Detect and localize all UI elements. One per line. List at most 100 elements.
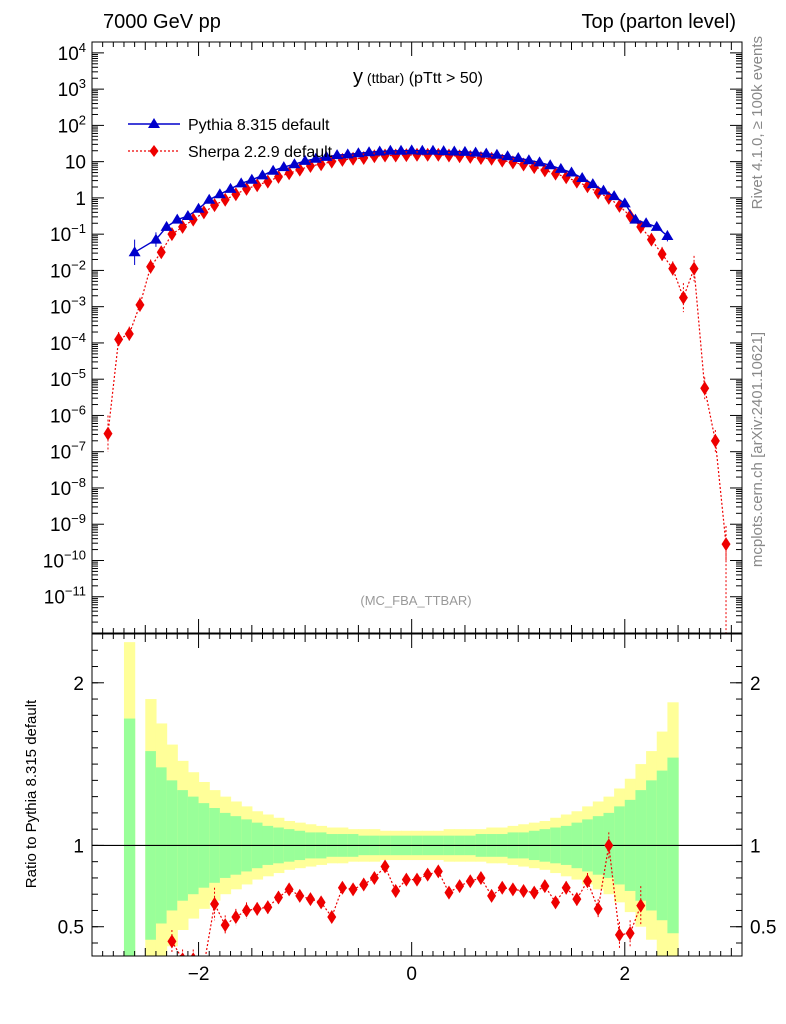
- ratio-data-point: [465, 874, 475, 889]
- ratio-data-point: [369, 870, 379, 885]
- y-tick-label-base: 10: [50, 261, 71, 282]
- header-right: Top (parton level): [581, 11, 736, 33]
- y-tick-label-exponent: −4: [71, 330, 86, 345]
- y-tick-label-exponent: −8: [71, 475, 86, 490]
- y-tick-label-base: 10: [50, 443, 71, 464]
- y-tick-label-exponent: −7: [71, 439, 86, 454]
- ratio-plot-panel: −2 0 2 0.5 0.5 1 1 2 2 Ratio to Pythia 8.315 def…: [23, 633, 776, 985]
- x-tick-label: 2: [619, 964, 630, 985]
- ratio-y-tick-label: 1: [73, 836, 84, 857]
- legend-pythia-marker: [148, 118, 160, 128]
- ratio-data-point: [593, 901, 603, 916]
- legend-pythia-label: Pythia 8.315 default: [188, 117, 330, 134]
- pythia-data-point: [192, 202, 205, 213]
- ratio-data-point: [180, 952, 185, 956]
- y-tick-label: 10−11: [44, 584, 86, 609]
- sherpa-data-point: [103, 426, 113, 441]
- ratio-data-point: [540, 879, 550, 894]
- ratio-data-point: [508, 882, 518, 897]
- ratio-series-line: [171, 845, 642, 956]
- pythia-data-point: [426, 144, 439, 155]
- y-tick-label-exponent: 3: [79, 76, 86, 91]
- y-tick-label: 10−6: [50, 402, 86, 427]
- y-tick-label-exponent: −10: [64, 547, 86, 562]
- ratio-data-point: [582, 874, 592, 889]
- pythia-data-point: [448, 145, 461, 156]
- ratio-data-point: [190, 952, 196, 956]
- y-tick-label-base: 10: [43, 551, 64, 572]
- x-tick-label: 0: [406, 964, 417, 985]
- ratio-data-point: [263, 900, 273, 915]
- plot-title-cut: (pTtt > 50): [404, 70, 483, 87]
- ratio-data-point: [305, 892, 315, 907]
- y-tick-label: 102: [58, 112, 86, 137]
- sherpa-data-point: [700, 381, 710, 396]
- ratio-data-point: [476, 870, 486, 885]
- ratio-y-tick-label-right: 0.5: [750, 918, 776, 939]
- y-tick-label-base: 10: [50, 370, 71, 391]
- sherpa-data-point: [668, 261, 678, 276]
- y-tick-label-base: 10: [50, 406, 71, 427]
- ratio-y-tick-label: 0.5: [58, 918, 84, 939]
- pythia-data-point: [256, 169, 269, 180]
- ratio-data-point: [348, 882, 358, 897]
- ratio-data-point: [455, 879, 465, 894]
- pythia-data-point: [128, 246, 141, 257]
- sherpa-data-point: [156, 245, 166, 260]
- ratio-data-point: [231, 909, 241, 924]
- pythia-data-point: [554, 162, 567, 173]
- pythia-data-point: [149, 233, 162, 244]
- sherpa-data-point: [678, 290, 688, 305]
- ratio-data-point: [401, 872, 411, 887]
- pythia-data-point: [490, 148, 503, 159]
- y-tick-label: 10−7: [50, 439, 86, 464]
- pythia-data-point: [650, 220, 663, 231]
- ratio-data-point: [284, 882, 294, 897]
- y-tick-label-exponent: −9: [71, 511, 86, 526]
- sherpa-data-point: [646, 232, 656, 247]
- pythia-data-point: [299, 154, 312, 165]
- pythia-data-point: [373, 145, 386, 156]
- ratio-data-point: [529, 885, 539, 900]
- y-tick-label-base: 10: [44, 588, 65, 609]
- pythia-data-point: [661, 229, 674, 240]
- pythia-data-point: [224, 182, 237, 193]
- sherpa-data-point: [114, 332, 124, 347]
- pythia-data-point: [522, 154, 535, 165]
- pythia-data-point: [277, 161, 290, 172]
- pythia-data-point: [640, 217, 653, 228]
- ratio-y-tick-label: 2: [73, 674, 84, 695]
- ratio-data-point: [572, 892, 582, 907]
- sherpa-data-point: [689, 261, 699, 276]
- analysis-watermark: (MC_FBA_TTBAR): [360, 593, 471, 608]
- pythia-data-point: [533, 156, 546, 167]
- ratio-data-point: [625, 926, 635, 941]
- ratio-data-point: [295, 888, 305, 903]
- ratio-data-point: [359, 877, 369, 892]
- ratio-data-point: [614, 927, 624, 942]
- pythia-data-point: [565, 166, 578, 177]
- x-tick-label: −2: [188, 964, 210, 985]
- ratio-data-point: [423, 867, 433, 882]
- pythia-data-point: [363, 146, 376, 157]
- sherpa-data-point: [135, 297, 145, 312]
- legend-sherpa-marker: [149, 145, 159, 157]
- ratio-data-point: [636, 898, 646, 913]
- pythia-data-point: [309, 152, 322, 163]
- y-tick-label-base: 10: [50, 225, 71, 246]
- ratio-y-tick-label-right: 2: [750, 674, 761, 695]
- ratio-data-point: [252, 901, 262, 916]
- mcplots-label: mcplots.cern.ch [arXiv:2401.10621]: [749, 332, 766, 567]
- ratio-data-point: [604, 838, 614, 853]
- pythia-data-point: [320, 150, 333, 161]
- pythia-data-point: [405, 144, 418, 155]
- y-tick-label-base: 10: [50, 479, 71, 500]
- y-tick-label: 10−8: [50, 475, 86, 500]
- pythia-data-point: [458, 145, 471, 156]
- ratio-data-point: [380, 859, 390, 874]
- pythia-data-point: [181, 210, 194, 221]
- sherpa-data-point: [614, 198, 624, 213]
- y-tick-label: 10−2: [50, 257, 86, 282]
- sherpa-data-point: [710, 433, 720, 448]
